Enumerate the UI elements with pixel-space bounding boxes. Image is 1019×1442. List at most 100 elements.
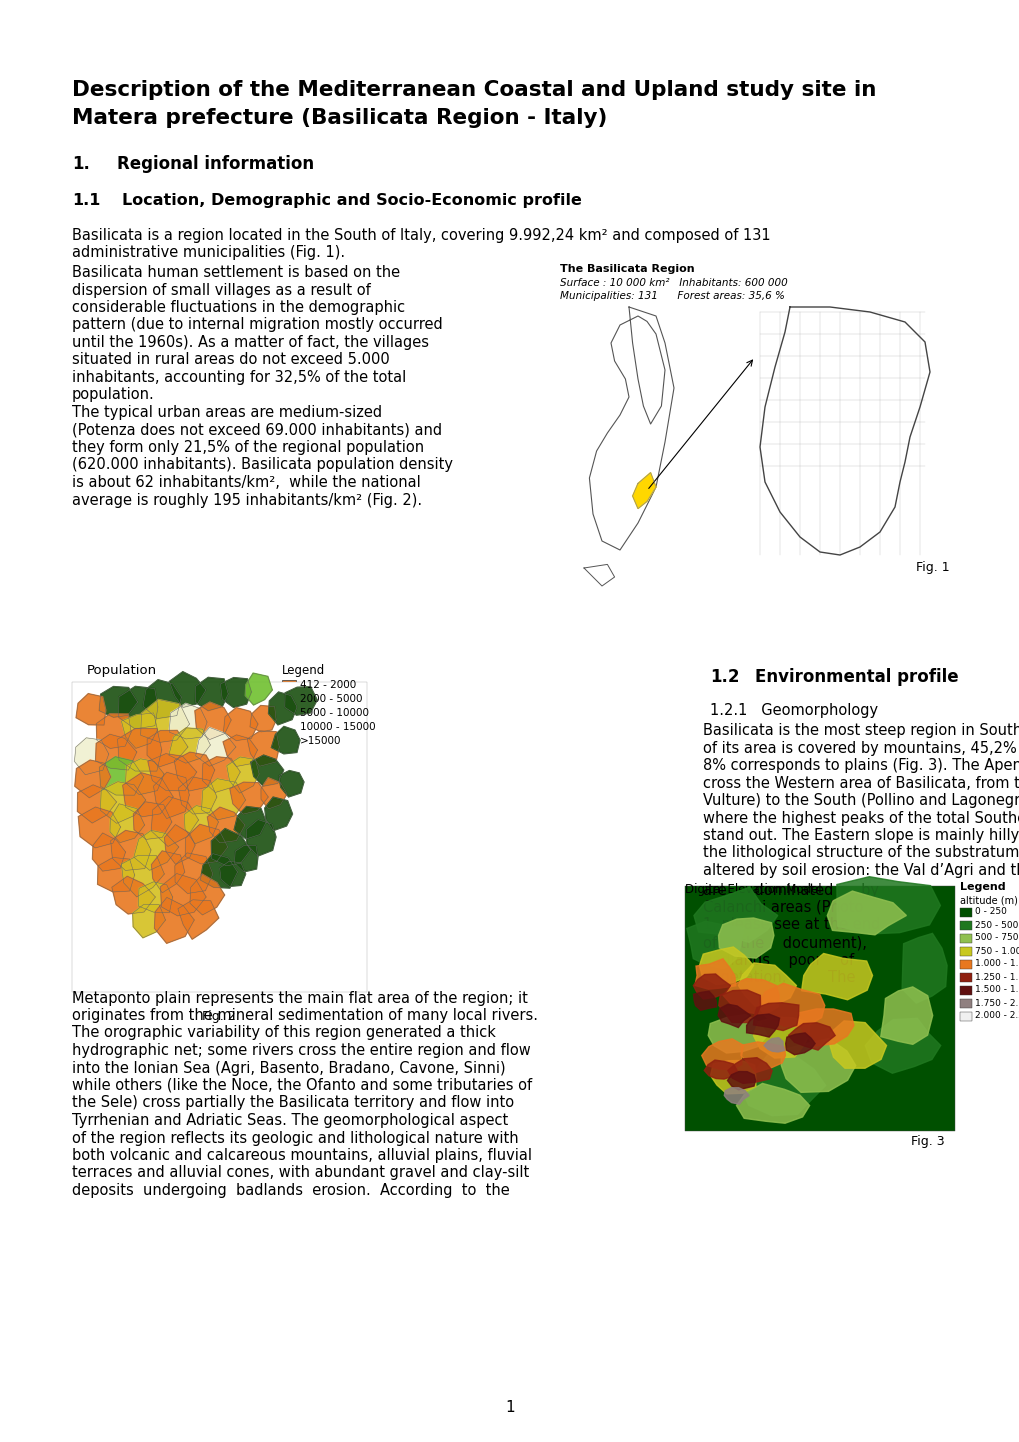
Text: Digital Elevation Model: Digital Elevation Model (685, 883, 821, 895)
Text: until the 1960s). As a matter of fact, the villages: until the 1960s). As a matter of fact, t… (72, 335, 429, 350)
Text: The typical urban areas are medium-sized: The typical urban areas are medium-sized (72, 405, 382, 420)
Text: 8% corresponds to plains (Fig. 3). The Apennine Mountains: 8% corresponds to plains (Fig. 3). The A… (702, 758, 1019, 773)
Polygon shape (250, 705, 276, 733)
Bar (959, 1011, 971, 1021)
Polygon shape (169, 672, 206, 708)
Polygon shape (781, 1038, 855, 1093)
Bar (959, 920, 971, 930)
Text: vegetation.         The: vegetation. The (702, 970, 855, 985)
Polygon shape (148, 754, 197, 790)
Polygon shape (184, 806, 218, 844)
Polygon shape (211, 829, 251, 865)
Polygon shape (740, 1043, 785, 1073)
Text: population.: population. (72, 388, 155, 402)
Polygon shape (99, 686, 138, 717)
Text: originates from the mineral sedimentation of many local rivers.: originates from the mineral sedimentatio… (72, 1008, 537, 1022)
Text: 500 - 750: 500 - 750 (974, 933, 1018, 943)
Polygon shape (836, 877, 940, 934)
Polygon shape (121, 855, 164, 897)
Text: Population: Population (87, 663, 157, 676)
Polygon shape (223, 735, 257, 767)
Polygon shape (788, 1022, 835, 1050)
Polygon shape (100, 782, 146, 823)
Text: Vulture) to the South (Pollino and Lagonegrese Mountains),: Vulture) to the South (Pollino and Lagon… (702, 793, 1019, 808)
Polygon shape (701, 1038, 743, 1070)
Polygon shape (864, 1018, 940, 1073)
Text: 2.000 - 2.260: 2.000 - 2.260 (974, 1011, 1019, 1021)
Polygon shape (93, 833, 125, 871)
Text: into the Ionian Sea (Agri, Basento, Bradano, Cavone, Sinni): into the Ionian Sea (Agri, Basento, Brad… (72, 1060, 505, 1076)
Bar (281, 735, 296, 746)
Text: 1.000 - 1.250: 1.000 - 1.250 (974, 959, 1019, 969)
Polygon shape (223, 708, 258, 741)
Text: altered by soil erosion: the Val d’Agri and the Materano areas: altered by soil erosion: the Val d’Agri … (702, 862, 1019, 878)
Polygon shape (74, 738, 109, 774)
Polygon shape (133, 831, 178, 871)
Text: pattern (due to internal migration mostly occurred: pattern (due to internal migration mostl… (72, 317, 442, 333)
Polygon shape (229, 782, 268, 815)
Polygon shape (268, 692, 297, 725)
Polygon shape (132, 904, 165, 937)
Text: Surface : 10 000 km²   Inhabitants: 600 000: Surface : 10 000 km² Inhabitants: 600 00… (559, 278, 787, 288)
Text: Basilicata is a region located in the South of Italy, covering 9.992,24 km² and : Basilicata is a region located in the So… (72, 228, 770, 244)
Polygon shape (100, 757, 144, 795)
Bar (281, 722, 296, 733)
Polygon shape (112, 877, 155, 914)
Polygon shape (117, 728, 162, 771)
Text: Regional information: Regional information (117, 154, 314, 173)
Polygon shape (753, 1002, 798, 1031)
Polygon shape (717, 919, 773, 957)
Polygon shape (111, 831, 151, 871)
Polygon shape (261, 777, 286, 809)
Bar (281, 681, 296, 691)
Text: Fig. 1: Fig. 1 (915, 561, 949, 574)
Text: considerable fluctuations in the demographic: considerable fluctuations in the demogra… (72, 300, 405, 314)
Polygon shape (160, 874, 206, 916)
Polygon shape (164, 825, 195, 864)
Polygon shape (703, 1060, 737, 1079)
Text: terraces and alluvial cones, with abundant gravel and clay-silt: terraces and alluvial cones, with abunda… (72, 1165, 529, 1181)
Text: where the highest peaks of the total Southern Apennines: where the highest peaks of the total Sou… (702, 810, 1019, 825)
Polygon shape (220, 678, 251, 708)
Polygon shape (686, 921, 743, 969)
Polygon shape (174, 852, 213, 894)
Bar (959, 907, 971, 917)
Polygon shape (169, 728, 210, 763)
Text: both volcanic and calcareous mountains, alluvial plains, fluvial: both volcanic and calcareous mountains, … (72, 1148, 532, 1164)
Polygon shape (247, 731, 279, 766)
Text: Basilicata human settlement is based on the: Basilicata human settlement is based on … (72, 265, 399, 280)
Polygon shape (632, 473, 655, 509)
Text: 1.500 - 1.750: 1.500 - 1.750 (974, 985, 1019, 995)
Polygon shape (265, 797, 292, 831)
Polygon shape (133, 802, 171, 839)
Polygon shape (717, 1004, 750, 1028)
Polygon shape (753, 1017, 809, 1058)
Text: the Sele) cross partially the Basilicata territory and flow into: the Sele) cross partially the Basilicata… (72, 1096, 514, 1110)
Text: the lithological structure of the substratum, it is continuously: the lithological structure of the substr… (702, 845, 1019, 861)
Polygon shape (196, 727, 235, 766)
Bar (959, 972, 971, 982)
Bar (959, 933, 971, 943)
Polygon shape (738, 963, 796, 1007)
Text: dispersion of small villages as a result of: dispersion of small villages as a result… (72, 283, 370, 297)
Polygon shape (234, 845, 258, 872)
Text: 250 - 500: 250 - 500 (974, 920, 1017, 930)
Polygon shape (195, 678, 228, 711)
Bar (959, 959, 971, 969)
Polygon shape (122, 773, 173, 816)
Polygon shape (178, 777, 217, 815)
Text: 1.2: 1.2 (709, 668, 739, 686)
Polygon shape (728, 1057, 771, 1083)
Polygon shape (710, 1060, 755, 1094)
Text: while others (like the Noce, the Ofanto and some tributaries of: while others (like the Noce, the Ofanto … (72, 1079, 532, 1093)
Polygon shape (226, 757, 259, 793)
Polygon shape (202, 779, 246, 820)
Text: situated in rural areas do not exceed 5.000: situated in rural areas do not exceed 5.… (72, 352, 389, 368)
Text: Location, Demographic and Socio-Economic profile: Location, Demographic and Socio-Economic… (122, 193, 581, 208)
Polygon shape (177, 900, 218, 939)
Text: Fig. 3: Fig. 3 (911, 1135, 944, 1148)
Polygon shape (251, 756, 283, 786)
Text: 2000 - 5000: 2000 - 5000 (300, 694, 362, 704)
Bar (281, 694, 296, 704)
Bar (959, 998, 971, 1008)
